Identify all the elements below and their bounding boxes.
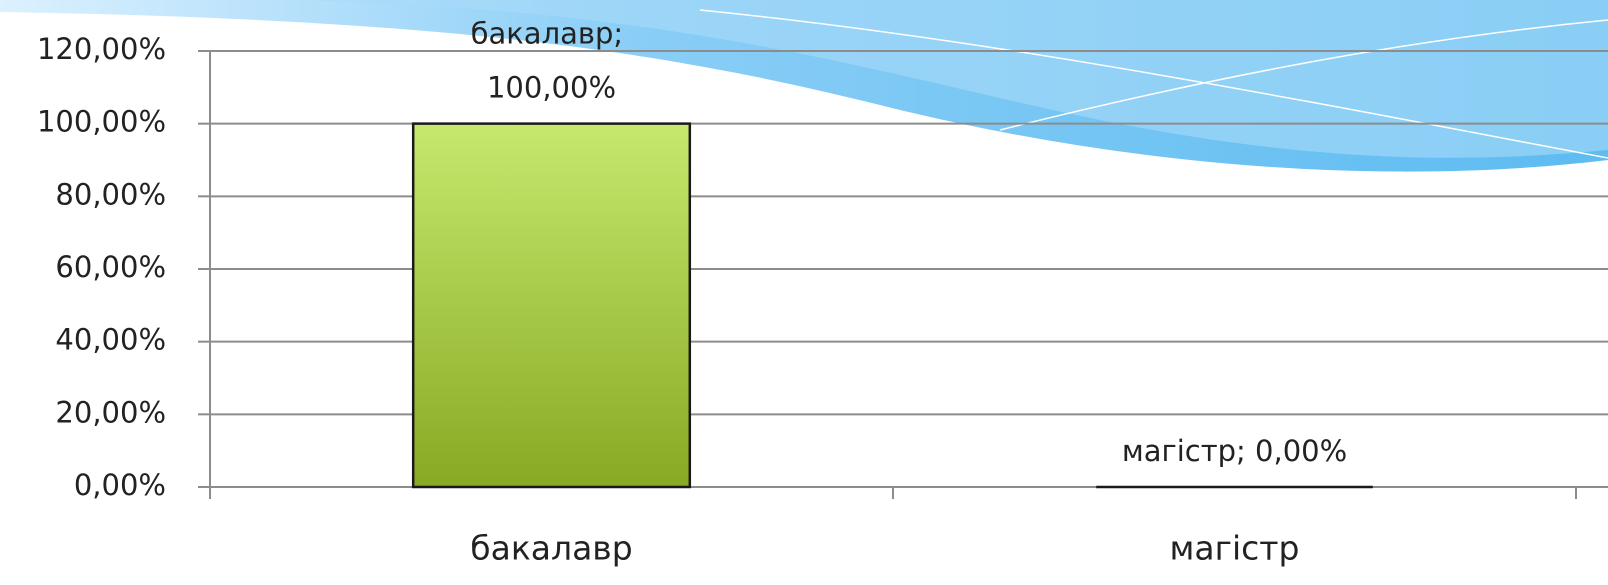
bar [413,124,690,487]
value-label: магістр; 0,00% [1122,434,1347,468]
x-tick-label: магістр [1170,529,1300,568]
y-tick-label: 80,00% [55,177,166,211]
chart: 0,00% 20,00% 40,00% 60,00% 80,00% 100,00% 120,… [0,0,1608,585]
x-tick-label: бакалавр [470,529,632,568]
background-wave [0,0,1608,172]
value-label: бакалавр; 100,00% [471,17,633,105]
y-tick-label: 60,00% [55,250,166,284]
y-tick-label: 0,00% [74,468,166,502]
page: 0,00% 20,00% 40,00% 60,00% 80,00% 100,00% 120,… [0,0,1608,585]
y-tick-label: 20,00% [55,395,166,429]
y-tick-label: 40,00% [55,323,166,357]
y-tick-label: 100,00% [37,105,166,139]
y-tick-label: 120,00% [37,32,166,66]
